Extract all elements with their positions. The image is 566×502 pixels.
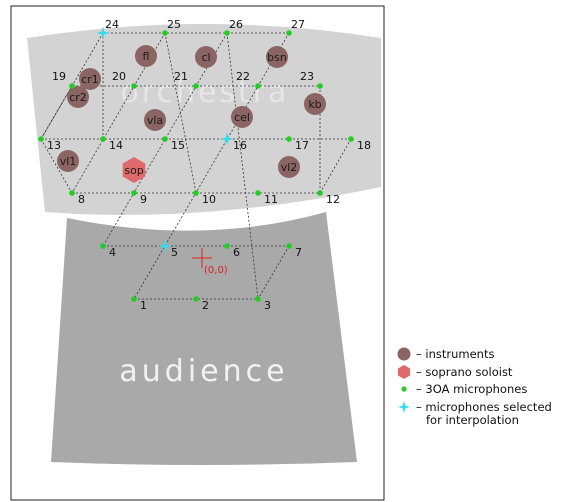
microphone-label-26: 26	[229, 18, 243, 31]
microphone-label-1: 1	[140, 299, 147, 312]
microphone-4	[100, 243, 106, 249]
legend-text-instruments: – instruments	[416, 347, 494, 361]
microphone-label-21: 21	[174, 70, 188, 83]
microphone-15	[162, 136, 168, 142]
microphone-6	[224, 243, 230, 249]
instrument-bsn	[266, 46, 288, 68]
instrument-cl	[195, 46, 217, 68]
legend-text-selected: – microphones selected	[416, 400, 552, 414]
microphone-label-2: 2	[202, 299, 209, 312]
microphone-label-7: 7	[295, 246, 302, 259]
instrument-label-vla: vla	[147, 114, 163, 127]
microphone-label-18: 18	[357, 139, 371, 152]
microphone-label-11: 11	[264, 193, 278, 206]
microphone-label-19: 19	[52, 70, 66, 83]
instrument-label-vl2: vl2	[281, 161, 298, 174]
microphone-23	[317, 83, 323, 89]
microphone-3	[255, 296, 261, 302]
instrument-cr2	[67, 86, 89, 108]
microphone-17	[286, 136, 292, 142]
selected-microphone-5	[158, 239, 172, 253]
orchestra-zone-label: orchestra	[120, 75, 289, 110]
instrument-label-cr2: cr2	[69, 91, 87, 104]
microphone-19	[69, 83, 75, 89]
audience-zone-label: audience	[119, 354, 288, 389]
legend-selected-marker	[398, 401, 410, 413]
legend-text-selected-line2: for interpolation	[426, 413, 519, 427]
legend-text-mics: – 3OA microphones	[416, 382, 527, 396]
instrument-label-fl: fl	[143, 50, 150, 63]
selected-microphone-16	[220, 132, 234, 146]
instrument-label-cl: cl	[201, 51, 210, 64]
legend: – instruments – soprano soloist – 3OA micr…	[397, 347, 552, 427]
grid-line	[133, 32, 290, 300]
microphone-label-17: 17	[295, 139, 309, 152]
instrument-label-cr1: cr1	[81, 73, 99, 86]
origin-marker: (0,0)	[192, 248, 228, 276]
instrument-fl	[135, 45, 157, 67]
microphone-label-16: 16	[233, 139, 247, 152]
microphone-7	[286, 243, 292, 249]
microphone-27	[286, 30, 292, 36]
microphone-25	[162, 30, 168, 36]
microphone-label-13: 13	[47, 139, 61, 152]
microphone-label-24: 24	[105, 18, 119, 31]
origin-label: (0,0)	[204, 265, 228, 276]
microphone-label-3: 3	[264, 299, 271, 312]
grid-line	[226, 32, 259, 300]
microphone-22	[255, 83, 261, 89]
microphone-label-4: 4	[109, 246, 116, 259]
microphone-label-8: 8	[78, 193, 85, 206]
microphone-label-10: 10	[202, 193, 216, 206]
microphone-10	[193, 190, 199, 196]
grid-line	[164, 32, 197, 194]
legend-instrument-marker	[397, 347, 411, 361]
microphone-label-6: 6	[233, 246, 240, 259]
microphone-label-9: 9	[140, 193, 147, 206]
instruments-layer: fl cl bsn cr1 cr2 kb vla cel vl1 vl2 sop	[57, 45, 326, 183]
instrument-vla	[144, 109, 166, 131]
instrument-label-bsn: bsn	[267, 51, 287, 64]
instrument-vl1	[57, 150, 79, 172]
audience-zone	[51, 212, 357, 465]
microphone-9	[131, 190, 137, 196]
microphone-21	[193, 83, 199, 89]
instrument-label-vl1: vl1	[60, 155, 77, 168]
microphone-label-25: 25	[167, 18, 181, 31]
microphone-18	[348, 136, 354, 142]
microphone-label-23: 23	[300, 70, 314, 83]
microphone-label-22: 22	[236, 70, 250, 83]
instrument-label-cel: cel	[234, 111, 250, 124]
soloist-label: sop	[124, 164, 143, 177]
microphone-2	[193, 296, 199, 302]
selected-microphone-24	[96, 26, 110, 40]
microphone-label-5: 5	[171, 246, 178, 259]
microphone-label-27: 27	[291, 18, 305, 31]
microphone-11	[255, 190, 261, 196]
legend-mic-marker	[401, 386, 407, 392]
instrument-vl2	[278, 156, 300, 178]
soprano-soloist	[122, 157, 146, 183]
instrument-label-kb: kb	[308, 98, 321, 111]
instrument-cr1	[79, 68, 101, 90]
instrument-cel	[231, 106, 253, 128]
microphone-label-12: 12	[326, 193, 340, 206]
microphone-12	[317, 190, 323, 196]
microphone-8	[69, 190, 75, 196]
microphone-13	[38, 136, 44, 142]
microphone-label-20: 20	[112, 70, 126, 83]
microphone-20	[131, 83, 137, 89]
instrument-kb	[304, 93, 326, 115]
microphone-label-14: 14	[109, 139, 123, 152]
microphone-26	[224, 30, 230, 36]
microphone-14	[100, 136, 106, 142]
legend-text-soprano: – soprano soloist	[416, 365, 513, 379]
legend-soprano-marker	[397, 365, 411, 379]
grid-line	[102, 32, 228, 247]
grid-line	[71, 32, 166, 194]
microphone-1	[131, 296, 137, 302]
microphone-label-15: 15	[171, 139, 185, 152]
